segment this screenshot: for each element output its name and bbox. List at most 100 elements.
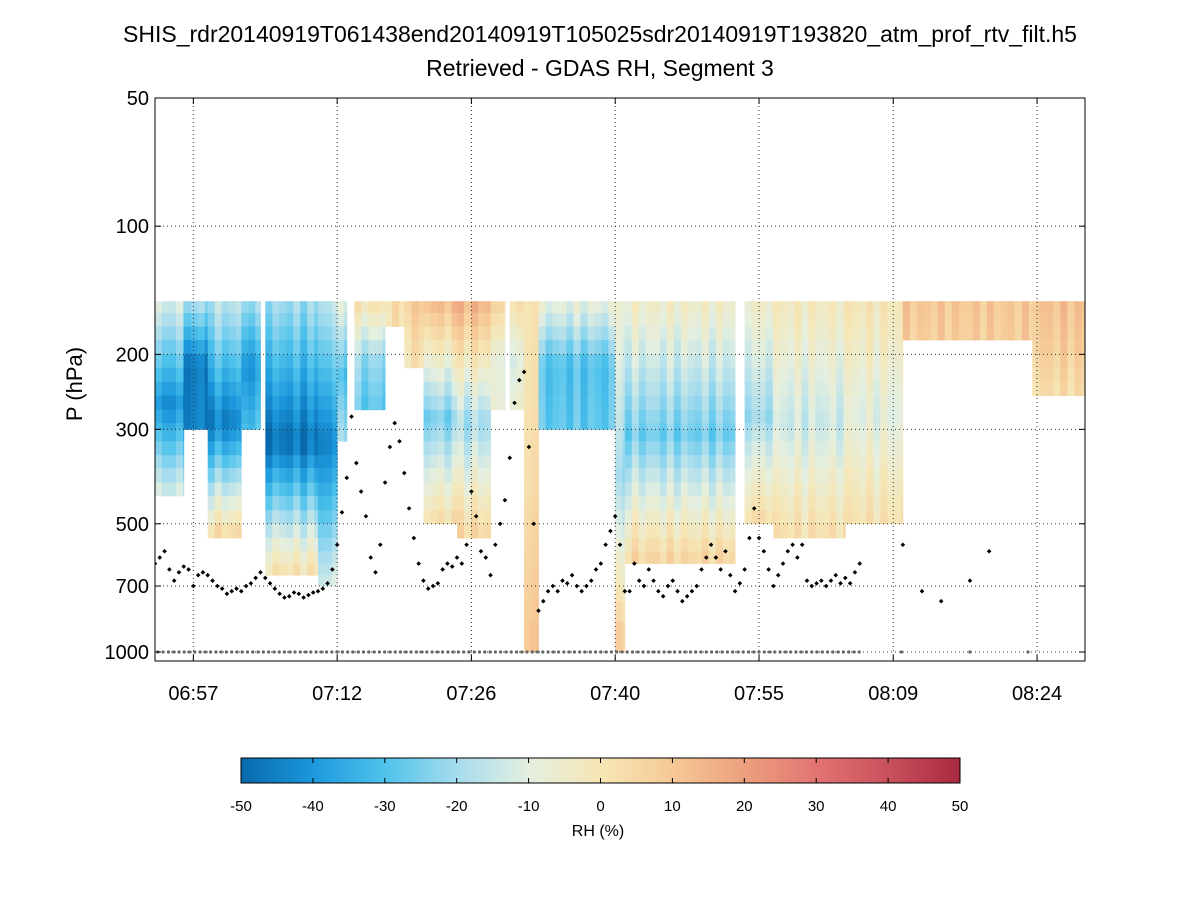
heatmap-cell xyxy=(972,313,981,327)
heatmap-cell xyxy=(652,495,661,511)
surface-pressure-point xyxy=(388,650,392,654)
heatmap-cell xyxy=(286,563,294,576)
heatmap-cell xyxy=(694,482,703,497)
heatmap-cell xyxy=(197,301,206,314)
heatmap-cell xyxy=(1032,381,1040,396)
heatmap-cell xyxy=(286,455,294,469)
heatmap-cell xyxy=(375,354,383,369)
heatmap-cell xyxy=(659,326,668,341)
heatmap-cell xyxy=(866,339,874,355)
heatmap-cell xyxy=(822,381,830,396)
heatmap-cell xyxy=(538,468,539,483)
heatmap-cell xyxy=(325,468,333,483)
heatmap-cell xyxy=(652,409,661,424)
heatmap-cell xyxy=(659,354,668,369)
heatmap-cell xyxy=(744,429,752,442)
heatmap-cell xyxy=(531,301,539,314)
scatter-point xyxy=(512,400,517,406)
heatmap-cell xyxy=(169,409,177,424)
heatmap-cell xyxy=(183,313,192,327)
heatmap-cell xyxy=(325,301,333,314)
heatmap-cell xyxy=(794,326,802,341)
heatmap-cell xyxy=(901,423,904,430)
heatmap-cell xyxy=(197,326,206,341)
heatmap-cell xyxy=(490,354,498,369)
scatter-point xyxy=(694,583,700,589)
heatmap-cell xyxy=(624,367,633,383)
heatmap-cell xyxy=(859,409,867,424)
heatmap-cell xyxy=(559,409,567,424)
heatmap-cell xyxy=(659,313,668,327)
heatmap-cell xyxy=(293,326,301,341)
heatmap-cell xyxy=(645,381,654,396)
heatmap-cell xyxy=(248,301,256,314)
heatmap-cell xyxy=(1081,301,1085,314)
heatmap-cell xyxy=(318,313,326,327)
scatter-point xyxy=(651,578,656,583)
colorbar-label: RH (%) xyxy=(572,823,624,840)
heatmap-cell xyxy=(815,326,823,341)
heatmap-cell xyxy=(318,551,326,564)
heatmap-cell xyxy=(478,510,486,525)
scatter-point xyxy=(425,586,431,591)
heatmap-cell xyxy=(176,381,184,396)
heatmap-cell xyxy=(652,482,661,497)
heatmap-cell xyxy=(687,523,696,539)
heatmap-cell xyxy=(843,455,846,469)
heatmap-cell xyxy=(531,441,539,456)
heatmap-cell xyxy=(666,326,675,341)
heatmap-cell xyxy=(286,339,294,355)
heatmap-cell xyxy=(197,395,206,411)
heatmap-cell xyxy=(638,313,647,327)
heatmap-cell xyxy=(255,423,261,430)
heatmap-cell xyxy=(332,551,338,564)
heatmap-cell xyxy=(318,510,326,525)
heatmap-cell xyxy=(354,367,362,383)
heatmap-cell xyxy=(773,313,781,327)
heatmap-cell xyxy=(183,354,185,369)
heatmap-cell xyxy=(780,455,788,469)
heatmap-cell xyxy=(1053,326,1061,341)
heatmap-cell xyxy=(430,423,438,430)
heatmap-cell xyxy=(751,326,759,341)
heatmap-cell xyxy=(197,381,206,396)
surface-pressure-point xyxy=(836,650,840,654)
heatmap-cell xyxy=(887,301,895,314)
heatmap-cell xyxy=(361,301,369,314)
heatmap-cell xyxy=(744,482,752,497)
heatmap-cell xyxy=(794,409,802,424)
scatter-point xyxy=(545,588,551,594)
heatmap-cell xyxy=(859,468,867,483)
heatmap-cell xyxy=(490,301,498,314)
heatmap-cell xyxy=(631,354,640,369)
heatmap-cell xyxy=(673,510,682,525)
surface-pressure-point xyxy=(298,650,302,654)
heatmap-cell xyxy=(843,429,846,442)
chart-title: SHIS_rdr20140919T061438end20140919T10502… xyxy=(123,21,1077,47)
heatmap-cell xyxy=(801,495,809,511)
heatmap-cell xyxy=(531,510,539,525)
heatmap-cell xyxy=(451,339,458,355)
heatmap-cell xyxy=(183,455,185,469)
scatter-point xyxy=(445,561,450,566)
heatmap-cell xyxy=(744,354,752,369)
heatmap-cell xyxy=(652,429,661,442)
heatmap-cell xyxy=(451,313,458,327)
heatmap-cell xyxy=(729,381,736,396)
surface-pressure-point xyxy=(831,650,835,654)
heatmap-cell xyxy=(694,381,703,396)
heatmap-cell xyxy=(859,423,867,430)
heatmap-cell xyxy=(272,482,280,497)
heatmap-cell xyxy=(382,313,386,327)
heatmap-cell xyxy=(880,381,888,396)
heatmap-cell xyxy=(265,381,273,396)
heatmap-cell xyxy=(325,429,333,442)
heatmap-cell xyxy=(780,429,788,442)
heatmap-cell xyxy=(624,429,633,442)
heatmap-cell xyxy=(286,495,294,511)
heatmap-cell xyxy=(228,455,237,469)
heatmap-cell xyxy=(531,313,539,327)
heatmap-cell xyxy=(176,339,184,355)
heatmap-cell xyxy=(631,409,640,424)
heatmap-cell xyxy=(162,326,170,341)
